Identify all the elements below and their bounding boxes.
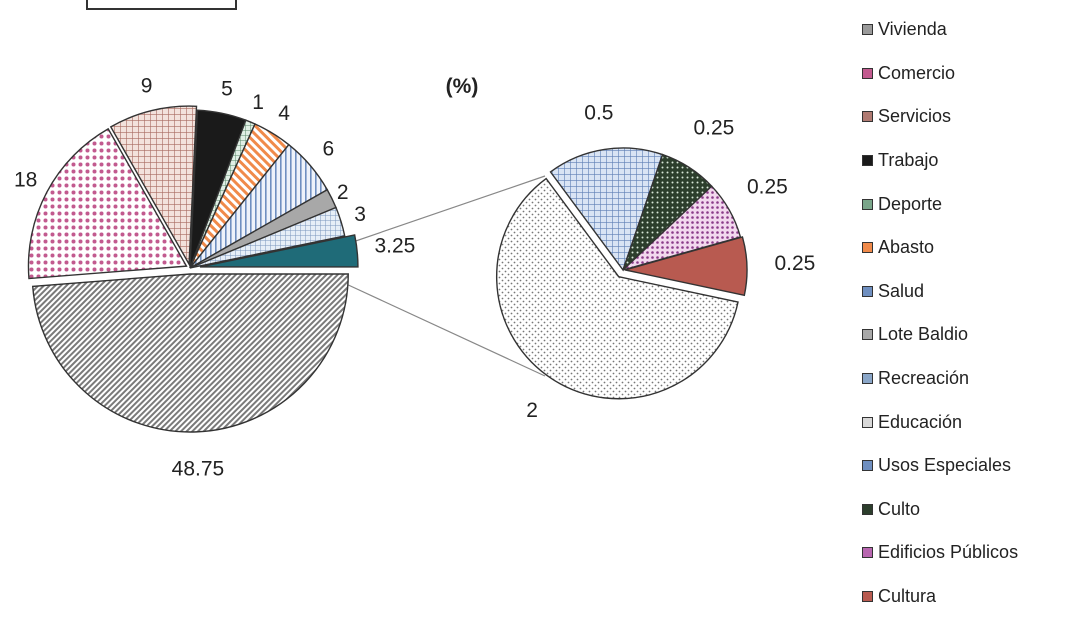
legend-swatch xyxy=(862,24,873,36)
legend-swatch xyxy=(862,111,873,123)
secondary-pie-slice-cultura xyxy=(624,236,748,297)
secondary-pie-label-usos-especiales: 0.5 xyxy=(584,101,613,124)
secondary-pie-slice-usos-especiales xyxy=(549,147,664,272)
secondary-pie: 2 0.5 0.25 0.25 0.25 xyxy=(496,101,815,422)
header-underline-decoration xyxy=(86,0,237,10)
legend-label: Lote Baldio xyxy=(878,324,969,345)
legend-item-salud: Salud xyxy=(862,270,1090,314)
main-pie-label-otros: 3.25 xyxy=(374,235,415,258)
legend-item-edificios-publicos: Edificios Públicos xyxy=(862,531,1090,575)
legend-item-comercio: Comercio xyxy=(862,52,1090,96)
legend-item-usos-especiales: Usos Especiales xyxy=(862,444,1090,488)
legend-swatch xyxy=(862,329,873,341)
main-pie-slice-servicios xyxy=(109,105,198,267)
legend-swatch xyxy=(862,285,873,297)
legend-label: Trabajo xyxy=(878,150,939,171)
secondary-pie-slice-educacion xyxy=(496,177,739,400)
legend-label: Comercio xyxy=(878,62,956,83)
main-pie-label-abasto: 4 xyxy=(278,102,290,125)
unit-label: (%) xyxy=(446,75,479,98)
connector-line-upper xyxy=(343,175,546,246)
main-pie-label-lote-baldio: 2 xyxy=(337,181,349,204)
connector-line-lower xyxy=(343,282,546,377)
secondary-pie-label-cultura: 0.25 xyxy=(774,252,815,275)
main-pie-label-servicios: 9 xyxy=(141,75,153,98)
legend-label: Cultura xyxy=(878,586,937,607)
main-pie-label-comercio: 18 xyxy=(14,169,37,192)
legend-swatch xyxy=(862,591,873,603)
legend-label: Usos Especiales xyxy=(878,455,1012,476)
legend-swatch xyxy=(862,416,873,428)
legend-item-educacion: Educación xyxy=(862,400,1090,444)
main-pie-label-salud: 6 xyxy=(323,137,335,160)
legend-label: Abasto xyxy=(878,237,935,258)
main-pie-label-recreacion: 3 xyxy=(354,203,366,226)
main-pie-slice-recreacion xyxy=(189,206,346,269)
secondary-pie-label-culto: 0.25 xyxy=(693,116,734,139)
main-pie: 48.75 18 9 51 4 623 3.25 xyxy=(14,75,415,481)
main-pie-slice-vivienda xyxy=(31,273,349,433)
legend-item-recreacion: Recreación xyxy=(862,357,1090,401)
legend-swatch xyxy=(862,198,873,210)
legend-label: Deporte xyxy=(878,193,943,214)
chart-legend: Vivienda Comercio Servicios Trabajo Deporte A… xyxy=(862,8,1090,618)
pie-connector-lines xyxy=(343,175,546,377)
legend-label: Vivienda xyxy=(878,19,947,40)
legend-swatch xyxy=(862,547,873,559)
legend-item-lote-baldio: Lote Baldio xyxy=(862,313,1090,357)
legend-item-cultura: Cultura xyxy=(862,575,1090,618)
legend-swatch xyxy=(862,503,873,515)
main-pie-label-vivienda: 48.75 xyxy=(172,457,225,480)
legend-swatch xyxy=(862,242,873,254)
secondary-pie-label-educacion: 2 xyxy=(526,399,538,422)
legend-swatch xyxy=(862,155,873,167)
main-pie-label-deporte: 1 xyxy=(252,91,264,114)
legend-item-vivienda: Vivienda xyxy=(862,8,1090,52)
legend-label: Educación xyxy=(878,411,963,432)
legend-item-trabajo: Trabajo xyxy=(862,139,1090,183)
legend-swatch xyxy=(862,67,873,79)
legend-label: Salud xyxy=(878,280,925,301)
legend-item-culto: Culto xyxy=(862,488,1090,532)
legend-swatch xyxy=(862,460,873,472)
legend-swatch xyxy=(862,373,873,385)
legend-label: Servicios xyxy=(878,106,952,127)
main-pie-slice-otros xyxy=(199,234,359,268)
legend-label: Recreación xyxy=(878,368,970,389)
legend-label: Culto xyxy=(878,498,921,519)
main-pie-slice-comercio xyxy=(27,127,188,280)
main-pie-label-trabajo: 5 xyxy=(221,77,233,100)
secondary-pie-label-edificios-publicos: 0.25 xyxy=(747,176,788,199)
legend-item-deporte: Deporte xyxy=(862,182,1090,226)
legend-item-abasto: Abasto xyxy=(862,226,1090,270)
legend-label: Edificios Públicos xyxy=(878,542,1019,563)
legend-item-servicios: Servicios xyxy=(862,95,1090,139)
